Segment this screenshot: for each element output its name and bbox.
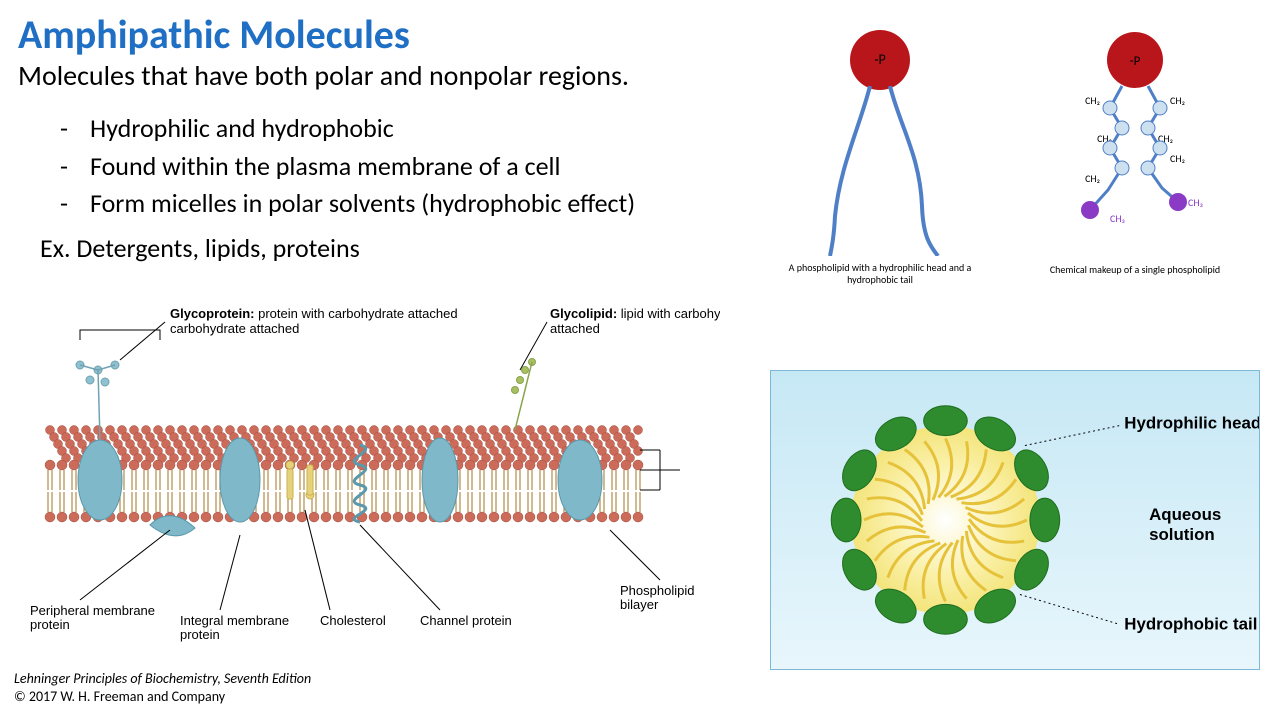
svg-text:CH₂: CH₂ [1170,152,1185,165]
example-text: Ex. Detergents, lipids, proteins [40,232,360,264]
label-hydrophilic-head: Hydrophilic head [1124,414,1259,433]
micelle-diagram: Hydrophilic head Hydrophobic tail Aqueou… [770,370,1260,670]
bullet-item: -Hydrophilic and hydrophobic [60,110,635,148]
phospholipid-chemical-caption: Chemical makeup of a single phospholipid [1020,264,1250,276]
plasma-membrane-diagram: Glycoprotein: protein with carbohydrate … [20,300,720,650]
svg-text:attached: attached [550,321,600,336]
label-cholesterol: Cholesterol [320,613,386,628]
phospholipid-chemical-diagram: -P CH₂ CH₂ CH₂ CH₃ CH₂ CH₂ CH₂ [1020,30,1250,276]
label-integral: Integral membraneprotein [180,613,289,642]
svg-text:Glycolipid: lipid with carbohy: Glycolipid: lipid with carbohydrate atta… [550,306,720,321]
label-aqueous: Aqueoussolution [1149,505,1221,544]
label-peripheral: Peripheral membraneprotein [30,603,155,632]
svg-text:CH₂: CH₂ [1170,94,1185,107]
slide-title: Amphipathic Molecules [18,10,410,59]
svg-text:CH₂: CH₂ [1085,172,1100,185]
label-channel: Channel protein [420,613,512,628]
label-hydrophobic-tail: Hydrophobic tail [1124,614,1257,633]
phospholipid-simple-diagram: -P A phospholipid with a hydrophilic hea… [780,30,980,286]
label-bilayer: Phospholipidbilayer [620,583,694,612]
bullet-list: -Hydrophilic and hydrophobic -Found with… [60,110,635,223]
svg-text:CH₂: CH₂ [1085,94,1100,107]
svg-text:-P: -P [1130,54,1141,69]
svg-text:carbohydrate attached: carbohydrate attached [170,321,299,336]
slide-subtitle: Molecules that have both polar and nonpo… [18,58,629,93]
svg-text:CH₃: CH₃ [1188,196,1203,209]
bullet-item: -Form micelles in polar solvents (hydrop… [60,185,635,223]
phospholipid-tails-icon [810,86,950,256]
bullet-item: -Found within the plasma membrane of a c… [60,148,635,186]
phospholipid-simple-caption: A phospholipid with a hydrophilic head a… [780,262,980,286]
svg-text:CH₃: CH₃ [1110,212,1125,225]
citation-text: Lehninger Principles of Biochemistry, Se… [14,670,311,706]
svg-text:Glycoprotein: protein with car: Glycoprotein: protein with carbohydrate … [170,306,458,321]
phospholipid-head-icon: -P [850,30,910,90]
